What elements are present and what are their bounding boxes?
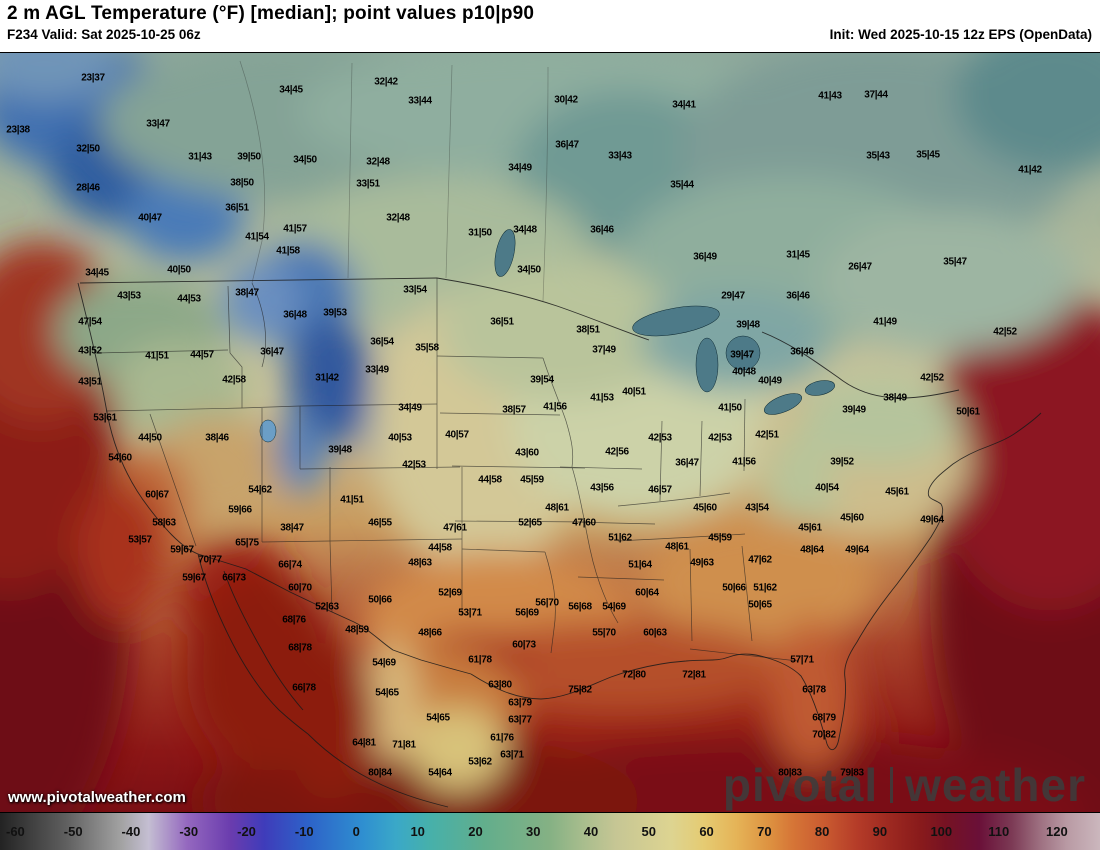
coastlines-borders [77,277,1042,808]
colorbar-tick-label: 110 [988,824,1010,839]
colorbar-tick-label: 10 [410,824,425,839]
colorbar-tick-label: -10 [294,824,314,839]
temperature-field-svg [0,53,1100,813]
colorbar-tick-label: 0 [352,824,360,839]
header: 2 m AGL Temperature (°F) [median]; point… [0,0,1100,52]
colorbar-tick-label: 80 [814,824,830,839]
colorbar-tick-label: -60 [6,824,25,839]
colorbar-tick-label: -20 [237,824,256,839]
temperature-blobs [0,53,1100,813]
map-canvas [0,52,1100,813]
init-time-label: Init: Wed 2025-10-15 12z EPS (OpenData) [829,27,1092,42]
state-boundaries [95,60,799,662]
lakes [259,229,835,443]
logo-part1: pivotal [722,759,879,811]
colorbar-tick-label: 40 [583,824,599,839]
pivotal-weather-logo: pivotal weather [723,762,1086,808]
colorbar-tick-label: 50 [641,824,657,839]
colorbar-tick-label: 100 [930,824,953,839]
map-title: 2 m AGL Temperature (°F) [median]; point… [7,3,535,24]
colorbar-tick-label: 120 [1046,824,1068,839]
colorbar-tick-label: 20 [468,824,483,839]
colorbar-tick-label: -50 [63,824,83,839]
colorbar-tick-label: 60 [699,824,714,839]
colorbar-tick-label: -40 [121,824,141,839]
header-subtitle-row: F234 Valid: Sat 2025-10-25 06z Init: Wed… [0,25,1100,42]
colorbar-tick-label: 70 [757,824,772,839]
colorbar-tick-label: -30 [179,824,199,839]
colorbar: -60 -50 -40 -30 -20 -10 0 10 20 30 40 50 60 70 80 90 100… [0,812,1100,850]
logo-part2: weather [905,759,1086,811]
watermark: www.pivotalweather.com [8,789,186,806]
colorbar-tick-label: 30 [526,824,541,839]
valid-time-label: F234 Valid: Sat 2025-10-25 06z [7,27,201,42]
colorbar-tick-label: 90 [872,824,888,839]
logo-divider [890,767,894,803]
